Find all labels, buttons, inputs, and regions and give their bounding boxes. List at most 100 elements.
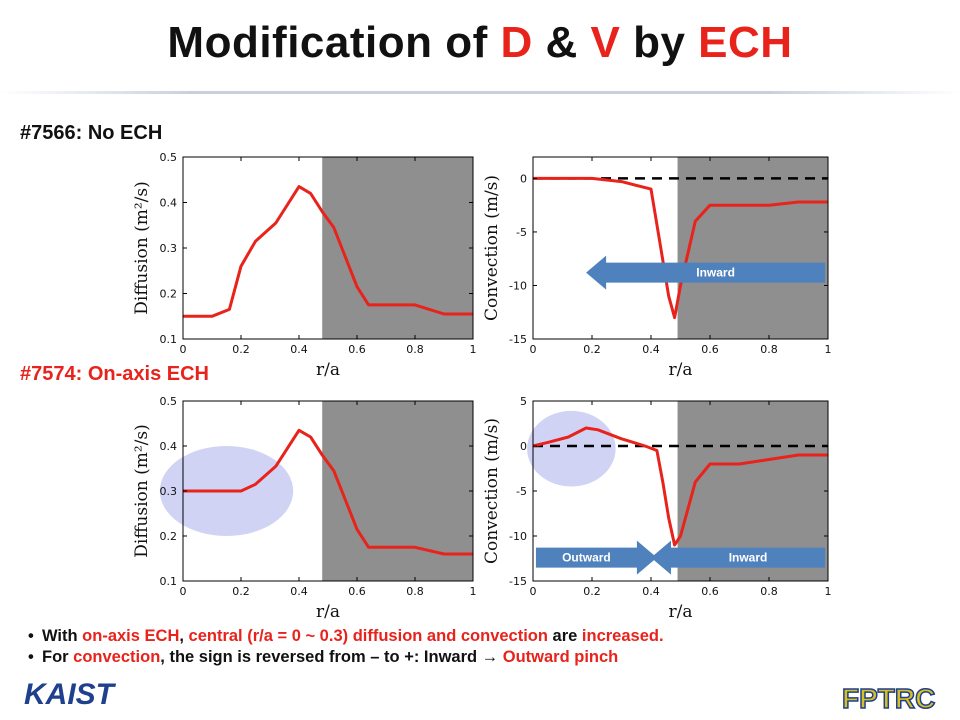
- bottom-convection-xtick-label: 0: [530, 585, 537, 598]
- bottom-diffusion-ytick-label: 0.4: [160, 440, 178, 453]
- top-convection-shaded-region: [677, 157, 828, 339]
- bullet-1: • With on-axis ECH, central (r/a = 0 ~ 0.…: [28, 627, 664, 645]
- bottom-convection-ylabel: Convection (m/s): [482, 418, 502, 564]
- top-convection-ytick-label: -15: [509, 333, 527, 346]
- bottom-diffusion-xtick-label: 0.4: [290, 585, 308, 598]
- top-convection-xtick-label: 1: [825, 343, 832, 356]
- title-amp: &: [532, 18, 591, 67]
- title-v: V: [590, 18, 621, 67]
- top-diffusion-ylabel: Diffusion (m²/s): [132, 181, 152, 315]
- bottom-convection-arrow-label-outward: Outward: [562, 551, 611, 565]
- bottom-diffusion-xlabel: r/a: [316, 602, 340, 622]
- top-convection-ytick-label: 0: [520, 172, 527, 185]
- slide-title: Modification of D & V by ECH: [0, 18, 960, 68]
- bullet-2-segment-0: For: [42, 648, 74, 666]
- bottom-convection-ytick-label: 0: [520, 440, 527, 453]
- bottom-convection-series-0: [532, 426, 828, 547]
- title-d: D: [500, 18, 533, 67]
- title-ech: ECH: [698, 18, 793, 67]
- top-convection-ytick-label: -10: [509, 279, 527, 292]
- bullet-1-segment-2: ,: [179, 627, 189, 645]
- top-diffusion-ytick-label: 0.2: [160, 288, 178, 301]
- top-convection-xtick-label: 0.6: [701, 343, 719, 356]
- bottom-convection-xtick-label: 0.8: [760, 585, 778, 598]
- bottom-convection-xtick-label: 0.2: [583, 585, 601, 598]
- bottom-diffusion-chart: 0 0.2 0.4 0.6 0.8 1 0.1 0.2 0.3 0.4 0.5 r/a Diffusio…: [132, 395, 477, 622]
- top-convection-arrow-inward: [586, 255, 826, 290]
- bottom-diffusion-ytick-label: 0.5: [160, 395, 178, 408]
- top-diffusion-ytick-label: 0.1: [160, 333, 178, 346]
- svg-text:KAIST: KAIST: [24, 678, 117, 710]
- top-diffusion-xtick-label: 0.6: [348, 343, 366, 356]
- top-convection-xtick-label: 0.4: [642, 343, 660, 356]
- title-by: by: [620, 18, 699, 67]
- top-diffusion-shaded-region: [322, 157, 473, 339]
- bottom-section-label: #7574: On-axis ECH: [20, 363, 209, 385]
- bullet-1-segment-1: on-axis ECH: [82, 627, 180, 645]
- bottom-diffusion-ytick-label: 0.3: [160, 485, 178, 498]
- bullet-2-segment-1: convection: [73, 648, 161, 666]
- bottom-diffusion-ytick-label: 0.1: [160, 575, 178, 588]
- top-convection-xtick-label: 0.2: [583, 343, 601, 356]
- top-convection-series-0: [533, 176, 828, 320]
- bottom-diffusion-xtick-label: 0.8: [406, 585, 424, 598]
- bottom-convection-xtick-label: 0.4: [642, 585, 660, 598]
- top-diffusion-xtick-label: 0.8: [406, 343, 424, 356]
- bottom-diffusion-series-0: [183, 428, 473, 556]
- bottom-convection-ytick-label: 5: [520, 395, 527, 408]
- bottom-diffusion-xtick-label: 0.2: [232, 585, 250, 598]
- top-convection-arrow-label-inward: Inward: [696, 266, 735, 280]
- bullet-1-segment-3: central (r/a = 0 ~ 0.3) diffusion and co…: [188, 627, 548, 645]
- top-convection-xlabel: r/a: [669, 360, 693, 380]
- bottom-diffusion-xtick-label: 0: [180, 585, 187, 598]
- top-convection-ylabel: Convection (m/s): [482, 175, 502, 321]
- bottom-convection-ytick-label: -10: [509, 530, 527, 543]
- svg-text:FPTRC: FPTRC: [842, 683, 935, 714]
- top-diffusion-xlabel: r/a: [316, 360, 340, 380]
- top-diffusion-chart: 0 0.2 0.4 0.6 0.8 1 0.1 0.2 0.3 0.4 0.5 r/a Diffusio…: [132, 151, 477, 380]
- bullet-2-segment-2: , the sign is reversed from – to +: Inwa…: [160, 648, 503, 666]
- bullet-1-text: With on-axis ECH, central (r/a = 0 ~ 0.3…: [42, 627, 664, 645]
- bottom-diffusion-ytick-label: 0.2: [160, 530, 178, 543]
- bullet-2-segment-3: Outward pinch: [502, 648, 619, 666]
- top-diffusion-series-0: [183, 185, 473, 318]
- bottom-diffusion-xtick-label: 0.6: [348, 585, 366, 598]
- bottom-convection-arrow-outward: [535, 540, 657, 575]
- fptrc-logo: FPTRC: [841, 682, 936, 715]
- bottom-convection-arrow-label-inward: Inward: [729, 551, 768, 565]
- bullet-1-segment-4: are: [547, 627, 582, 645]
- bullet-2: • For convection, the sign is reversed fr…: [28, 648, 619, 666]
- bullet-1-segment-5: increased.: [581, 627, 664, 645]
- top-diffusion-xtick-label: 1: [470, 343, 477, 356]
- bottom-diffusion-xtick-label: 1: [470, 585, 477, 598]
- bottom-convection-chart: Outward Inward 0 0.2 0.4 0.6 0.8 1 5 0 -5 -10 -15 r/a…: [482, 395, 832, 622]
- bottom-convection-ytick-label: -5: [516, 485, 527, 498]
- top-convection-xtick-label: 0: [530, 343, 537, 356]
- bottom-convection-xlabel: r/a: [669, 602, 693, 622]
- kaist-logo: KAIST: [24, 678, 117, 710]
- top-diffusion-ytick-label: 0.4: [160, 197, 178, 210]
- title-divider: [0, 91, 960, 94]
- bullet-1-segment-0: With: [42, 627, 83, 645]
- bottom-diffusion-shaded-region: [322, 401, 473, 581]
- bottom-convection-highlight-ellipse: [527, 410, 616, 487]
- bullet-2-text: For convection, the sign is reversed fro…: [42, 648, 618, 666]
- top-diffusion-ytick-label: 0.3: [160, 242, 178, 255]
- top-diffusion-xtick-label: 0.4: [290, 343, 308, 356]
- top-convection-xtick-label: 0.8: [760, 343, 778, 356]
- top-section-label: #7566: No ECH: [20, 122, 163, 144]
- bottom-convection-xtick-label: 0.6: [701, 585, 719, 598]
- bullet-list: • With on-axis ECH, central (r/a = 0 ~ 0.…: [28, 625, 958, 669]
- top-convection-axes-frame: [532, 156, 829, 340]
- top-diffusion-ytick-label: 0.5: [160, 151, 178, 164]
- top-convection-chart: Inward 0 0.2 0.4 0.6 0.8 1 0 -5 -10 -15 r/a Convecti…: [482, 156, 832, 380]
- bottom-convection-ytick-label: -15: [509, 575, 527, 588]
- bottom-diffusion-ylabel: Diffusion (m²/s): [132, 424, 152, 558]
- bottom-convection-xtick-label: 1: [825, 585, 832, 598]
- top-diffusion-xtick-label: 0: [180, 343, 187, 356]
- top-convection-ytick-label: -5: [516, 226, 527, 239]
- title-prefix: Modification of: [167, 18, 501, 67]
- top-diffusion-xtick-label: 0.2: [232, 343, 250, 356]
- bottom-convection-arrow-inward: [651, 540, 826, 575]
